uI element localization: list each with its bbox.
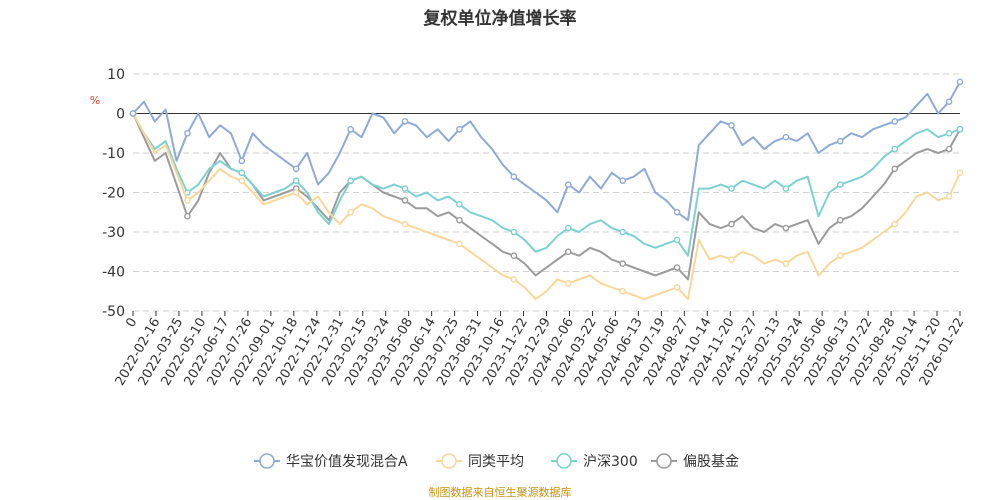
- data-point: [728, 256, 735, 263]
- data-point: [238, 169, 246, 177]
- data-point: [510, 252, 518, 259]
- y-tick-label: 10: [107, 67, 125, 83]
- series-0: [129, 78, 964, 222]
- data-point: [184, 129, 191, 137]
- data-point: [891, 220, 899, 228]
- data-point: [292, 177, 300, 184]
- legend-item-0[interactable]: 华宝价值发现混合A: [254, 453, 408, 470]
- data-point: [238, 177, 246, 184]
- data-point: [837, 137, 844, 145]
- data-point: [837, 252, 844, 259]
- series-line-0: [132, 81, 961, 222]
- data-point: [510, 276, 518, 283]
- data-point: [673, 208, 681, 216]
- data-point: [782, 185, 790, 192]
- data-point: [619, 228, 626, 236]
- y-tick-label: -30: [102, 225, 125, 241]
- legend-label: 偏股基金: [683, 453, 739, 470]
- data-point: [945, 98, 953, 105]
- data-point: [782, 260, 790, 267]
- data-point: [401, 220, 409, 228]
- data-point: [673, 264, 681, 271]
- legend-item-3[interactable]: 偏股基金: [651, 453, 739, 470]
- legend-marker-icon: [556, 453, 572, 469]
- data-point: [401, 118, 409, 125]
- data-point: [401, 185, 409, 192]
- data-point: [184, 212, 191, 220]
- data-point: [129, 110, 137, 117]
- data-point: [564, 248, 572, 256]
- data-point: [945, 129, 953, 137]
- legend: 华宝价值发现混合A 同类平均 沪深300 偏股基金: [254, 453, 739, 470]
- data-point: [619, 287, 626, 295]
- data-point: [619, 177, 626, 184]
- legend-label: 同类平均: [468, 454, 524, 470]
- data-point: [956, 78, 964, 86]
- source-note: 制图数据来自恒生聚源数据库: [428, 486, 572, 499]
- data-point: [945, 193, 953, 200]
- y-axis-unit: %: [90, 94, 100, 107]
- x-tick-label: 0: [123, 316, 140, 331]
- data-point: [347, 208, 354, 216]
- data-point: [673, 283, 681, 291]
- legend-marker-icon: [259, 453, 275, 469]
- series-line-3: [132, 113, 961, 281]
- series-2: [129, 110, 964, 257]
- legend-label: 华宝价值发现混合A: [286, 454, 408, 470]
- data-point: [564, 224, 572, 232]
- series-line-2: [132, 113, 961, 257]
- y-tick-label: 0: [116, 107, 125, 123]
- data-point: [782, 224, 790, 232]
- data-point: [456, 126, 463, 133]
- data-point: [837, 181, 844, 188]
- legend-item-2[interactable]: 沪深300: [551, 453, 638, 470]
- data-point: [956, 169, 964, 177]
- data-point: [837, 216, 844, 224]
- data-point: [292, 165, 300, 173]
- data-point: [510, 173, 518, 180]
- chart-title: 复权单位净值增长率: [423, 9, 577, 29]
- data-point: [782, 133, 790, 141]
- data-point: [456, 240, 463, 248]
- data-point: [401, 197, 409, 204]
- data-point: [238, 157, 246, 165]
- data-point: [619, 260, 626, 267]
- y-tick-label: -40: [102, 265, 125, 281]
- data-point: [728, 122, 735, 129]
- series-1: [129, 110, 964, 301]
- legend-item-1[interactable]: 同类平均: [436, 453, 524, 470]
- series-layer: [129, 78, 964, 301]
- data-point: [456, 216, 463, 224]
- series-line-1: [132, 113, 961, 301]
- data-point: [728, 185, 735, 192]
- y-axis: 10 0 -10 -20 -30 -40 -50%: [90, 67, 125, 320]
- series-3: [129, 110, 964, 281]
- data-point: [347, 177, 354, 184]
- data-point: [945, 145, 953, 153]
- data-point: [510, 228, 518, 236]
- data-point: [891, 165, 899, 173]
- y-tick-label: -50: [102, 304, 125, 320]
- data-point: [564, 181, 572, 188]
- legend-marker-icon: [441, 453, 457, 469]
- legend-label: 沪深300: [583, 454, 638, 470]
- y-tick-label: -10: [102, 146, 125, 162]
- data-point: [347, 126, 354, 133]
- data-point: [891, 118, 899, 125]
- data-point: [184, 197, 191, 204]
- data-point: [564, 280, 572, 287]
- legend-marker-icon: [656, 453, 672, 469]
- data-point: [728, 220, 735, 228]
- x-axis: 02022-02-162022-03-252022-05-102022-06-1…: [113, 311, 967, 388]
- data-point: [673, 236, 681, 244]
- y-tick-label: -20: [102, 186, 125, 202]
- data-point: [956, 126, 964, 133]
- data-point: [292, 189, 300, 196]
- data-point: [456, 201, 463, 208]
- data-point: [891, 145, 899, 153]
